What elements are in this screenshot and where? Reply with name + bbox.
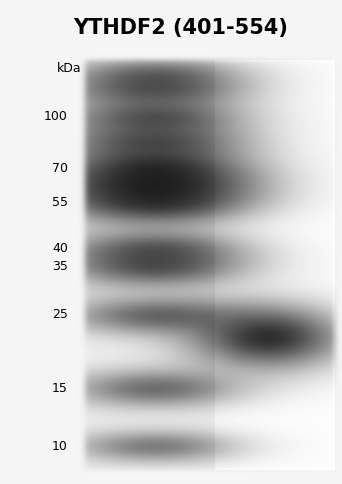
Text: kDa: kDa [57, 61, 82, 75]
Text: 25: 25 [52, 308, 68, 321]
Text: 40: 40 [52, 242, 68, 255]
Text: 35: 35 [52, 260, 68, 273]
Text: 10: 10 [52, 439, 68, 453]
Text: 100: 100 [44, 110, 68, 123]
Text: 15: 15 [52, 381, 68, 394]
Text: 55: 55 [52, 197, 68, 210]
Text: YTHDF2 (401-554): YTHDF2 (401-554) [74, 18, 288, 38]
Text: 70: 70 [52, 162, 68, 175]
